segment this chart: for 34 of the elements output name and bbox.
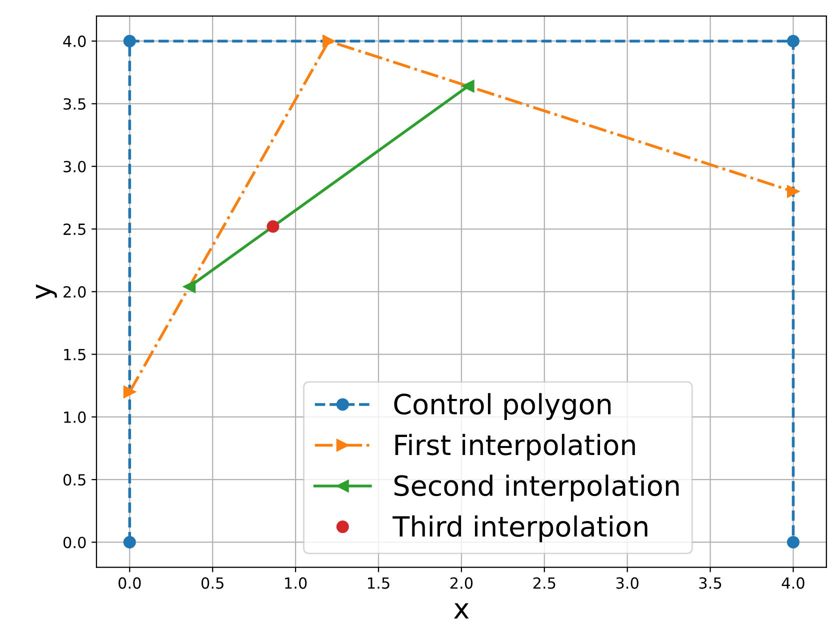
x-tick-label: 0.0	[118, 577, 141, 589]
y-tick-label: 3.0	[64, 160, 86, 172]
y-tick-label: 2.0	[64, 286, 86, 298]
legend-label: First interpolation	[395, 434, 635, 461]
point	[123, 34, 136, 48]
x-tick-label: 2.5	[533, 577, 556, 589]
legend-label: Third interpolation	[392, 515, 648, 542]
y-axis-title: y	[36, 284, 57, 300]
x-tick-label: 0.5	[201, 577, 224, 589]
point	[786, 536, 800, 548]
y-tick-label: 4.0	[63, 36, 86, 48]
x-tick-label: 3.0	[616, 577, 638, 589]
x-tick-label: 2.0	[450, 577, 473, 589]
y-tick-label: 0.0	[63, 536, 86, 548]
point	[786, 185, 800, 198]
y-tick-label: 3.5	[64, 98, 86, 110]
x-tick-label: 4.0	[782, 577, 804, 589]
y-tick-label: 0.5	[63, 474, 86, 486]
point	[266, 220, 280, 233]
point	[183, 280, 196, 293]
x-tick-label: 1.0	[285, 577, 307, 589]
legend-label: Second interpolation	[394, 474, 679, 502]
y-tick-label: 1.5	[64, 348, 86, 360]
point	[123, 386, 136, 398]
y-tick-label: 2.5	[64, 223, 86, 236]
point	[322, 34, 335, 48]
x-tick-label: 3.5	[699, 577, 722, 589]
point	[462, 80, 474, 92]
point	[123, 536, 136, 548]
x-axis-title: x	[454, 603, 469, 618]
legend-label: Control polygon	[394, 393, 611, 420]
y-tick-label: 1.0	[64, 411, 86, 423]
point	[786, 34, 800, 48]
x-tick-label: 1.5	[368, 577, 390, 589]
